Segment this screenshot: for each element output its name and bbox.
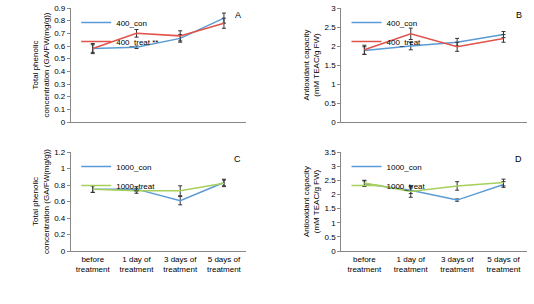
svg-text:3: 3	[331, 4, 336, 13]
svg-text:0.2: 0.2	[54, 230, 66, 239]
svg-text:5 days oftreatment: 5 days oftreatment	[487, 255, 522, 274]
svg-text:0: 0	[331, 118, 336, 127]
svg-text:5 days oftreatment: 5 days oftreatment	[207, 255, 242, 274]
svg-text:1 day oftreatment: 1 day oftreatment	[120, 255, 155, 274]
svg-text:0.6: 0.6	[54, 42, 66, 51]
svg-text:1.2: 1.2	[54, 148, 66, 157]
svg-text:1: 1	[331, 219, 336, 228]
svg-text:0.5: 0.5	[54, 54, 66, 63]
svg-text:0.6: 0.6	[54, 197, 66, 206]
svg-text:1: 1	[61, 164, 66, 173]
svg-text:0.7: 0.7	[54, 29, 66, 38]
svg-text:Total phenolicconcentration (G: Total phenolicconcentration (GA/FW(mg/g)…	[31, 149, 50, 254]
svg-text:Antioxidant capacity(mM TEAC/g: Antioxidant capacity(mM TEAC/g FW)	[302, 166, 321, 237]
svg-text:0.8: 0.8	[54, 181, 66, 190]
svg-text:0: 0	[61, 247, 66, 256]
svg-text:0.3: 0.3	[54, 80, 66, 89]
svg-text:1000_con: 1000_con	[116, 163, 151, 172]
svg-text:1.5: 1.5	[324, 204, 336, 213]
svg-text:0.8: 0.8	[54, 16, 66, 25]
svg-text:B: B	[516, 10, 522, 20]
svg-text:400_con: 400_con	[387, 19, 418, 28]
svg-text:beforetreatment: beforetreatment	[76, 255, 111, 274]
svg-text:400_treat: 400_treat	[387, 38, 422, 47]
svg-text:0.9: 0.9	[54, 4, 66, 13]
svg-text:Total phenolicconcentration (G: Total phenolicconcentration (GA/FW(mg/g)…	[31, 12, 50, 117]
svg-text:0.4: 0.4	[54, 214, 66, 223]
svg-text:1000_treat: 1000_treat	[116, 182, 155, 191]
svg-text:beforetreatment: beforetreatment	[347, 255, 382, 274]
svg-text:400_con: 400_con	[116, 19, 147, 28]
svg-text:1000_treat: 1000_treat	[387, 182, 426, 191]
svg-text:2.5: 2.5	[324, 23, 336, 32]
svg-text:1 day oftreatment: 1 day oftreatment	[394, 255, 429, 274]
svg-text:3: 3	[331, 162, 336, 171]
svg-text:0.1: 0.1	[54, 105, 66, 114]
svg-text:0.5: 0.5	[324, 99, 336, 108]
svg-text:0.4: 0.4	[54, 67, 66, 76]
svg-text:2.5: 2.5	[324, 176, 336, 185]
svg-text:0: 0	[61, 118, 66, 127]
svg-text:3 days oftreatment: 3 days oftreatment	[163, 255, 198, 274]
svg-text:2: 2	[331, 190, 336, 199]
svg-text:0.5: 0.5	[324, 233, 336, 242]
svg-text:1: 1	[331, 80, 336, 89]
svg-text:2: 2	[331, 42, 336, 51]
svg-text:400_treat **: 400_treat **	[116, 38, 158, 47]
svg-text:D: D	[515, 154, 522, 164]
svg-text:1000_con: 1000_con	[387, 163, 422, 172]
svg-text:C: C	[234, 154, 241, 164]
svg-text:3.5: 3.5	[324, 148, 336, 157]
svg-text:0: 0	[331, 247, 336, 256]
svg-text:3 days oftreatment: 3 days oftreatment	[440, 255, 475, 274]
svg-text:Antioxidant capacity(mM TEAC/g: Antioxidant capacity(mM TEAC/g FW)	[302, 29, 321, 100]
svg-text:A: A	[235, 10, 241, 20]
svg-text:0.2: 0.2	[54, 92, 66, 101]
svg-text:1.5: 1.5	[324, 61, 336, 70]
